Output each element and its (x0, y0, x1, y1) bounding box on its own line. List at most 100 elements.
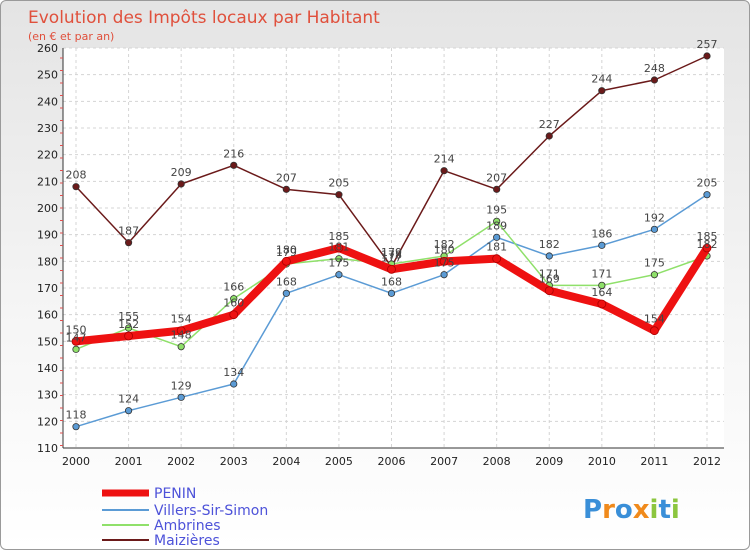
data-label-ambrines: 179 (381, 246, 402, 259)
data-point-penin (387, 264, 396, 274)
data-label-maizi-res: 208 (66, 169, 87, 182)
data-label-maizi-res: 214 (434, 153, 455, 166)
x-tick-label: 2008 (483, 455, 511, 468)
legend-label-maizieres: Maizières (154, 533, 220, 549)
data-label-maizi-res: 187 (118, 225, 139, 238)
data-point-maizi-res (282, 185, 290, 193)
data-point-penin (71, 336, 81, 346)
data-point-maizi-res (72, 183, 80, 191)
data-point-villers-sir-simon (598, 241, 606, 249)
data-label-villers-sir-simon: 118 (66, 409, 87, 422)
data-point-villers-sir-simon (387, 289, 396, 297)
data-label-maizi-res: 257 (697, 38, 718, 51)
y-tick-label: 160 (37, 309, 58, 322)
data-label-villers-sir-simon: 124 (118, 393, 139, 406)
logo-letter: i (671, 495, 680, 525)
data-label-penin: 164 (591, 286, 612, 299)
data-point-maizi-res (230, 161, 238, 169)
data-point-ambrines (598, 281, 606, 289)
data-label-ambrines: 175 (644, 257, 665, 270)
data-point-villers-sir-simon (124, 407, 133, 415)
y-tick-label: 130 (37, 389, 58, 402)
logo-letter: P (583, 495, 602, 525)
data-point-villers-sir-simon (650, 225, 659, 233)
data-point-maizi-res (650, 76, 659, 84)
x-tick-label: 2002 (167, 455, 195, 468)
y-tick-label: 180 (37, 255, 58, 268)
series-layer (71, 52, 712, 431)
data-point-penin (334, 243, 344, 253)
data-label-penin: 169 (539, 273, 560, 286)
data-labels: 208 187 209 216 207 205 178 214 207 227 244 248 257 1… (66, 38, 718, 422)
y-tick-label: 170 (37, 282, 58, 295)
data-label-maizi-res: 209 (171, 166, 192, 179)
data-label-villers-sir-simon: 205 (697, 177, 718, 190)
data-label-penin: 180 (276, 243, 297, 256)
y-tick-label: 110 (37, 442, 58, 455)
legend-label-penin: PENIN (154, 486, 196, 502)
data-point-villers-sir-simon (335, 271, 343, 279)
x-tick-label: 2006 (378, 455, 406, 468)
data-point-villers-sir-simon (545, 252, 553, 260)
data-point-maizi-res (703, 52, 711, 60)
data-point-maizi-res (545, 132, 553, 140)
data-point-penin (176, 326, 186, 336)
x-tick-label: 2005 (325, 455, 353, 468)
legend: PENIN Villers-Sir-Simon Ambrines Maizièr… (102, 486, 268, 549)
data-point-maizi-res (598, 87, 606, 95)
data-point-ambrines (650, 271, 659, 279)
x-tick-label: 2009 (535, 455, 563, 468)
data-point-maizi-res (335, 191, 343, 199)
data-label-villers-sir-simon: 182 (539, 238, 560, 251)
data-point-penin (597, 299, 607, 309)
data-label-penin: 185 (697, 230, 718, 243)
data-label-ambrines: 166 (223, 281, 244, 294)
logo-letter: x (633, 495, 650, 525)
data-point-penin (281, 256, 291, 266)
data-label-maizi-res: 178 (381, 249, 402, 262)
data-label-maizi-res: 207 (486, 171, 507, 184)
logo-letter: t (658, 495, 670, 525)
data-point-ambrines (177, 343, 185, 351)
data-label-ambrines: 148 (171, 329, 192, 342)
logo-letter: i (650, 495, 659, 525)
data-point-maizi-res (440, 167, 448, 175)
data-label-villers-sir-simon: 189 (486, 219, 507, 232)
data-label-villers-sir-simon: 168 (276, 275, 297, 288)
data-label-ambrines: 179 (276, 246, 297, 259)
y-tick-label: 240 (37, 95, 58, 108)
x-tick-label: 2001 (115, 455, 143, 468)
data-label-penin: 181 (486, 241, 507, 254)
data-point-villers-sir-simon (440, 271, 448, 279)
data-point-penin (544, 286, 554, 296)
plot-area (63, 48, 724, 448)
data-point-ambrines (72, 345, 80, 353)
data-label-villers-sir-simon: 134 (223, 366, 244, 379)
data-point-villers-sir-simon (177, 393, 185, 401)
legend-label-ambrines: Ambrines (154, 518, 221, 534)
logo-letter: o (615, 495, 633, 525)
data-label-penin: 152 (118, 318, 139, 331)
y-tick-label: 230 (37, 122, 58, 135)
data-point-maizi-res (124, 239, 133, 247)
data-label-maizi-res: 244 (591, 73, 612, 86)
data-point-penin (439, 256, 449, 266)
data-point-ambrines (230, 295, 238, 303)
data-point-penin (492, 254, 502, 264)
data-label-villers-sir-simon: 192 (644, 211, 665, 224)
chart-subtitle: (en € et par an) (28, 30, 114, 43)
data-label-maizi-res: 227 (539, 118, 560, 131)
data-point-ambrines (335, 255, 343, 263)
y-tick-label: 190 (37, 229, 58, 242)
data-label-maizi-res: 248 (644, 62, 665, 75)
y-tick-label: 250 (37, 69, 58, 82)
data-label-maizi-res: 207 (276, 171, 297, 184)
x-tick-label: 2010 (588, 455, 616, 468)
y-tick-label: 120 (37, 415, 58, 428)
data-label-villers-sir-simon: 175 (434, 257, 455, 270)
data-label-ambrines: 182 (434, 238, 455, 251)
data-point-maizi-res (493, 185, 501, 193)
data-label-villers-sir-simon: 175 (328, 257, 349, 270)
